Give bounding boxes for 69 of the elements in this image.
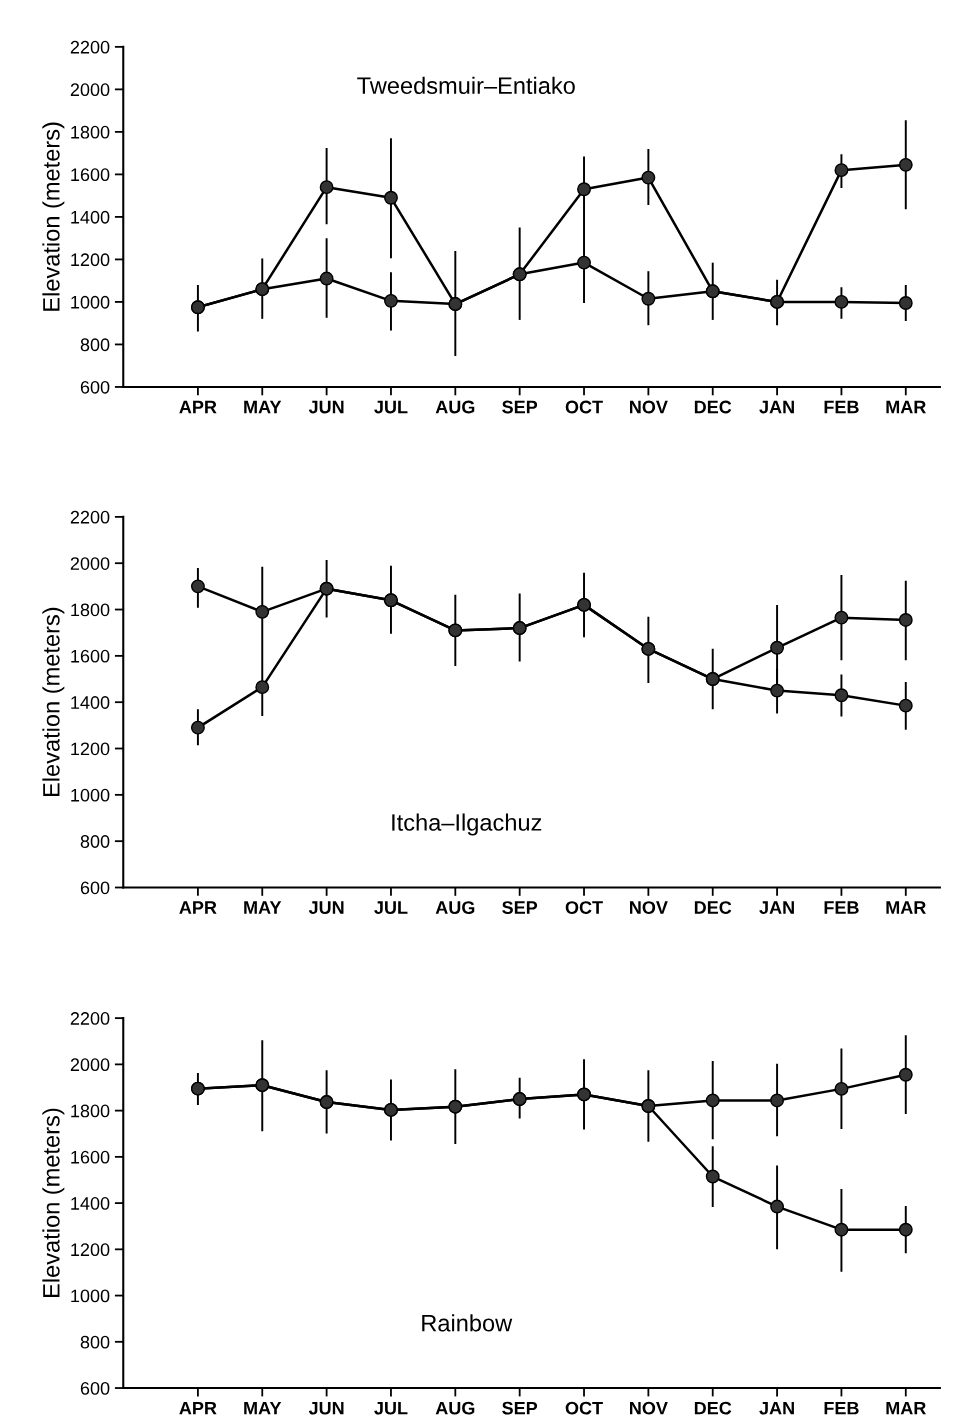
x-tick-label: JUL (374, 400, 408, 414)
x-tick-label: APR (179, 901, 217, 914)
y-tick-label: 1400 (71, 1197, 110, 1210)
y-tick-label: 1800 (71, 1104, 110, 1118)
y-tick-label: 1800 (71, 603, 110, 617)
x-tick-label: APR (179, 1401, 217, 1415)
y-tick-label: 2000 (70, 557, 110, 570)
x-tick-label: NOV (630, 901, 668, 914)
x-tick-label: AUG (435, 1401, 475, 1415)
text: Itcha–Ilgachuz (392, 813, 542, 836)
y-tick-label: 1000 (71, 788, 110, 802)
x-tick-label: NOV (630, 400, 668, 414)
x-tick-label: DEC (694, 1401, 732, 1415)
y-axis-title: Elevation (meters) (42, 607, 65, 797)
x-tick-label: JUL (374, 1401, 408, 1415)
x-tick-label: JUN (308, 400, 344, 414)
x-tick-label: OCT (565, 1401, 603, 1415)
x-tick-label: JUN (308, 901, 344, 914)
x-tick-label: MAR (886, 901, 926, 914)
x-tick-label: DEC (694, 400, 732, 414)
x-tick-label: JUN (308, 1401, 344, 1415)
y-axis-title: Elevation (meters) (42, 1108, 65, 1297)
x-tick-label: MAR (886, 400, 926, 414)
x-tick-label: FEB (824, 1401, 859, 1415)
x-tick-label: SEP (502, 1401, 538, 1415)
y-tick-label: 1200 (71, 742, 110, 756)
y-tick-label: 1600 (71, 1150, 110, 1164)
y-tick-label: 600 (80, 1381, 110, 1395)
y-tick-label: 800 (80, 1335, 110, 1349)
y-tick-label: 600 (80, 881, 110, 895)
y-tick-label: 800 (80, 835, 110, 848)
y-tick-label: 2200 (70, 40, 110, 54)
y-tick-label: 1800 (71, 125, 110, 139)
y-tick-label: 800 (80, 338, 110, 352)
x-tick-label: MAY (244, 400, 282, 414)
text: Rainbow (422, 1314, 513, 1332)
y-tick-label: 1600 (71, 649, 110, 663)
y-axis-title: Elevation (meters) (42, 122, 65, 311)
y-tick-label: 1600 (71, 168, 110, 182)
x-tick-label: OCT (565, 400, 603, 414)
y-tick-label: 600 (80, 380, 110, 394)
x-tick-label: MAR (886, 1401, 926, 1415)
x-tick-label: MAY (244, 901, 282, 914)
x-tick-label: AUG (435, 400, 475, 414)
x-tick-label: JAN (759, 901, 794, 914)
x-tick-label: AUG (435, 901, 475, 914)
y-tick-label: 2200 (70, 510, 110, 524)
x-tick-label: JAN (759, 1401, 794, 1415)
x-tick-label: FEB (824, 901, 859, 914)
text: Tweedsmuir–Entiako (357, 76, 575, 95)
y-tick-label: 1000 (71, 295, 110, 309)
y-tick-label: 2000 (70, 83, 110, 97)
x-tick-label: OCT (565, 901, 603, 914)
x-tick-label: MAY (244, 1401, 282, 1415)
x-tick-label: NOV (630, 1401, 668, 1415)
y-tick-label: 1400 (71, 210, 110, 224)
x-tick-label: APR (179, 400, 217, 414)
x-tick-label: JAN (759, 400, 794, 414)
x-tick-label: SEP (502, 400, 538, 414)
x-tick-label: JUL (374, 901, 408, 914)
y-tick-label: 1400 (71, 696, 110, 709)
y-tick-label: 2200 (70, 1012, 110, 1025)
y-tick-label: 1200 (71, 253, 110, 267)
y-tick-label: 1200 (71, 1243, 110, 1257)
x-tick-label: FEB (824, 400, 859, 414)
y-tick-label: 1000 (71, 1289, 110, 1303)
x-tick-label: DEC (694, 901, 732, 914)
x-tick-label: SEP (502, 901, 538, 914)
y-tick-label: 2000 (70, 1058, 110, 1072)
